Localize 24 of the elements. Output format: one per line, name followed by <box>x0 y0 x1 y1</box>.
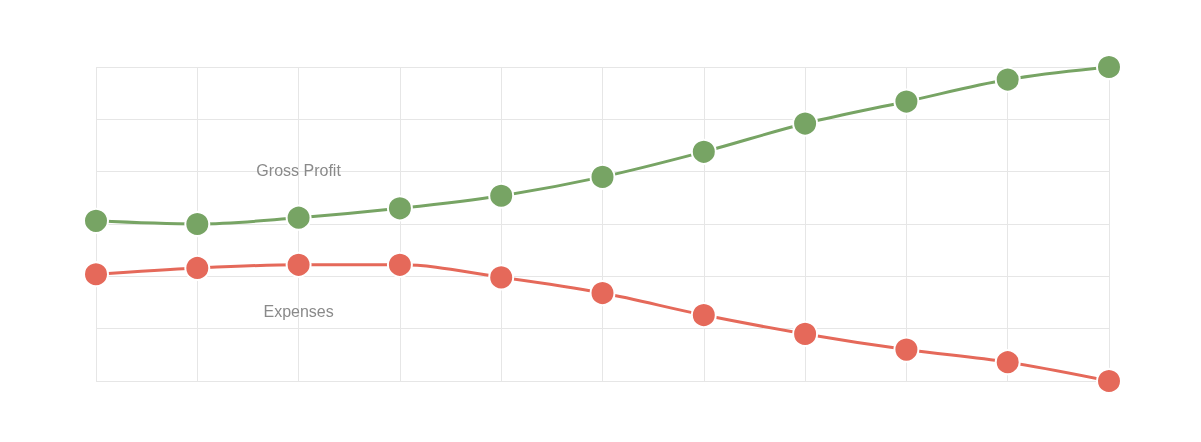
point <box>589 280 616 307</box>
point <box>994 349 1021 376</box>
point <box>690 302 717 329</box>
text: Expenses <box>263 303 334 321</box>
point <box>589 163 616 190</box>
point <box>285 251 312 278</box>
point <box>1096 368 1122 394</box>
point <box>184 254 211 281</box>
point <box>792 320 819 347</box>
point <box>488 264 515 291</box>
point <box>488 182 515 209</box>
point <box>1096 54 1122 80</box>
point <box>893 88 920 115</box>
point <box>386 251 413 278</box>
point <box>994 66 1021 93</box>
point <box>83 207 109 234</box>
point <box>285 204 312 231</box>
text: Gross Profit <box>256 162 342 180</box>
point <box>83 261 109 288</box>
point <box>893 336 920 363</box>
point <box>690 138 717 165</box>
point <box>184 211 211 237</box>
point <box>792 110 819 137</box>
point <box>386 195 413 222</box>
